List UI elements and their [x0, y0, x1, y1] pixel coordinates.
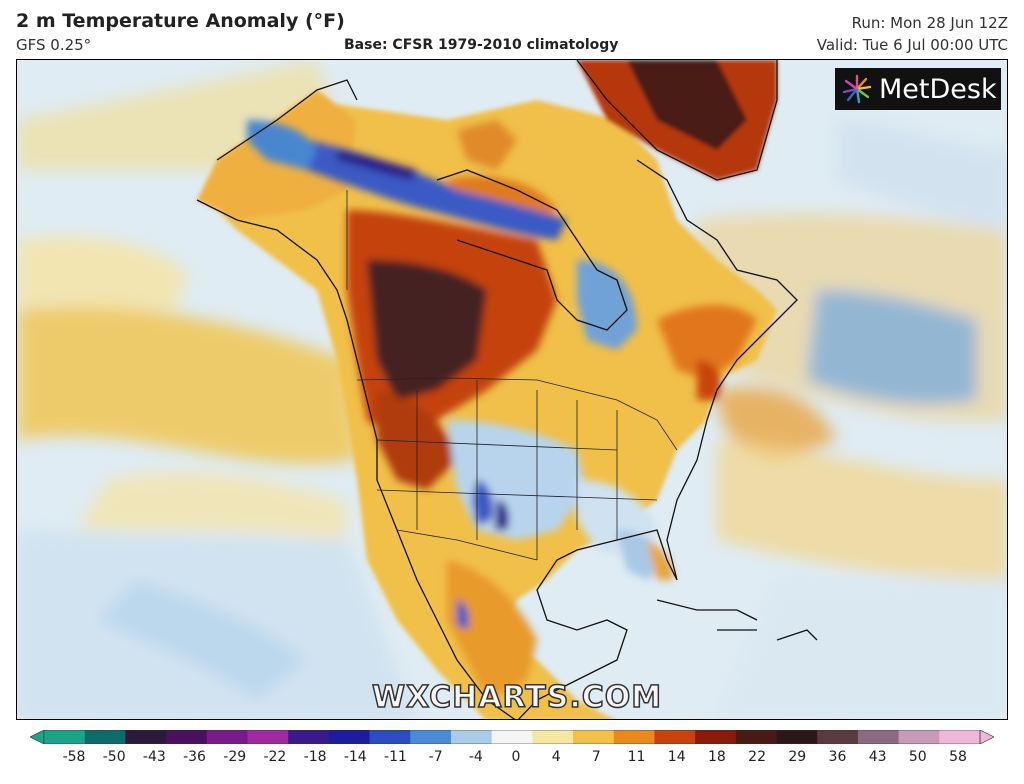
colorbar-segment — [817, 730, 859, 744]
colorbar-segment — [288, 730, 330, 744]
colorbar-tick: -14 — [343, 749, 367, 765]
colorbar-segment — [450, 730, 493, 744]
colorbar-segment — [613, 730, 655, 744]
colorbar-tick: -43 — [142, 749, 166, 765]
colorbar-tick: 43 — [868, 749, 887, 765]
colorbar-tick: -29 — [223, 749, 247, 765]
colorbar-segment — [735, 730, 778, 744]
colorbar-max-arrow — [979, 730, 994, 744]
colorbar-segment — [44, 730, 86, 744]
heat-dome — [247, 120, 757, 700]
colorbar-segment — [532, 730, 574, 744]
colorbar-tick: 22 — [748, 749, 766, 765]
colorbar-tick: 0 — [511, 749, 521, 765]
colorbar-segment — [491, 730, 533, 744]
colorbar-segment — [410, 730, 452, 744]
colorbar-tick: -4 — [468, 749, 483, 765]
colorbar-segment — [84, 730, 126, 744]
colorbar-segment — [776, 730, 818, 744]
colorbar-tick: 7 — [591, 749, 601, 765]
colorbar-tick: -36 — [183, 749, 206, 765]
starburst-icon — [842, 74, 872, 104]
colorbar-segment — [369, 730, 411, 744]
model-label: GFS 0.25° — [16, 36, 92, 54]
colorbar-segment — [125, 730, 167, 744]
colorbar-segment — [898, 730, 940, 744]
colorbar-tick: -58 — [62, 749, 86, 765]
valid-time-label: Valid: Tue 6 Jul 00:00 UTC — [816, 36, 1008, 54]
colorbar-min-arrow — [30, 730, 45, 744]
political-borders — [346, 190, 678, 561]
colorbar-segment — [206, 730, 248, 744]
colorbar-tick: 58 — [949, 749, 967, 765]
colorbar-segment — [939, 730, 981, 744]
ocean-anomaly-field — [17, 60, 1007, 719]
colorbar-segment — [166, 730, 208, 744]
base-climatology-label: Base: CFSR 1979-2010 climatology — [344, 37, 619, 53]
colorbar — [30, 730, 994, 744]
colorbar-tick: -50 — [102, 749, 126, 765]
chart-title: 2 m Temperature Anomaly (°F) — [16, 10, 345, 32]
colorbar-segment — [654, 730, 696, 744]
colorbar-tick: -18 — [303, 749, 327, 765]
colorbar-tick: -11 — [384, 749, 407, 765]
run-time-label: Run: Mon 28 Jun 12Z — [851, 14, 1008, 32]
colorbar-tick: 36 — [828, 749, 847, 765]
colorbar-tick: 29 — [788, 749, 807, 765]
colorbar-tick: 18 — [707, 749, 726, 765]
colorbar-segment — [695, 730, 737, 744]
colorbar-tick: -7 — [428, 749, 443, 765]
wxcharts-watermark: WXCHARTS.COM — [371, 679, 663, 716]
map-canvas — [17, 60, 1007, 719]
colorbar-tick: -22 — [263, 749, 287, 765]
colorbar-tick: 11 — [627, 749, 646, 765]
colorbar-segment — [573, 730, 615, 744]
colorbar-tick: 14 — [667, 749, 686, 765]
colorbar-scale — [30, 730, 994, 744]
colorbar-tick: 50 — [908, 749, 927, 765]
colorbar-segment — [857, 730, 900, 744]
logo-text: MetDesk — [879, 73, 997, 105]
anomaly-map[interactable]: MetDesk WXCHARTS.COM — [16, 59, 1008, 720]
colorbar-tick-labels: -58 -50 -43 -36 -29 -22 -18 -14 -11 -7 -4 0 4 7 11 14 18… — [30, 749, 994, 769]
colorbar-segment — [247, 730, 289, 744]
metdesk-logo: MetDesk — [835, 68, 1001, 110]
coastlines — [196, 60, 818, 719]
colorbar-tick: 4 — [551, 749, 561, 765]
colorbar-segment — [328, 730, 371, 744]
